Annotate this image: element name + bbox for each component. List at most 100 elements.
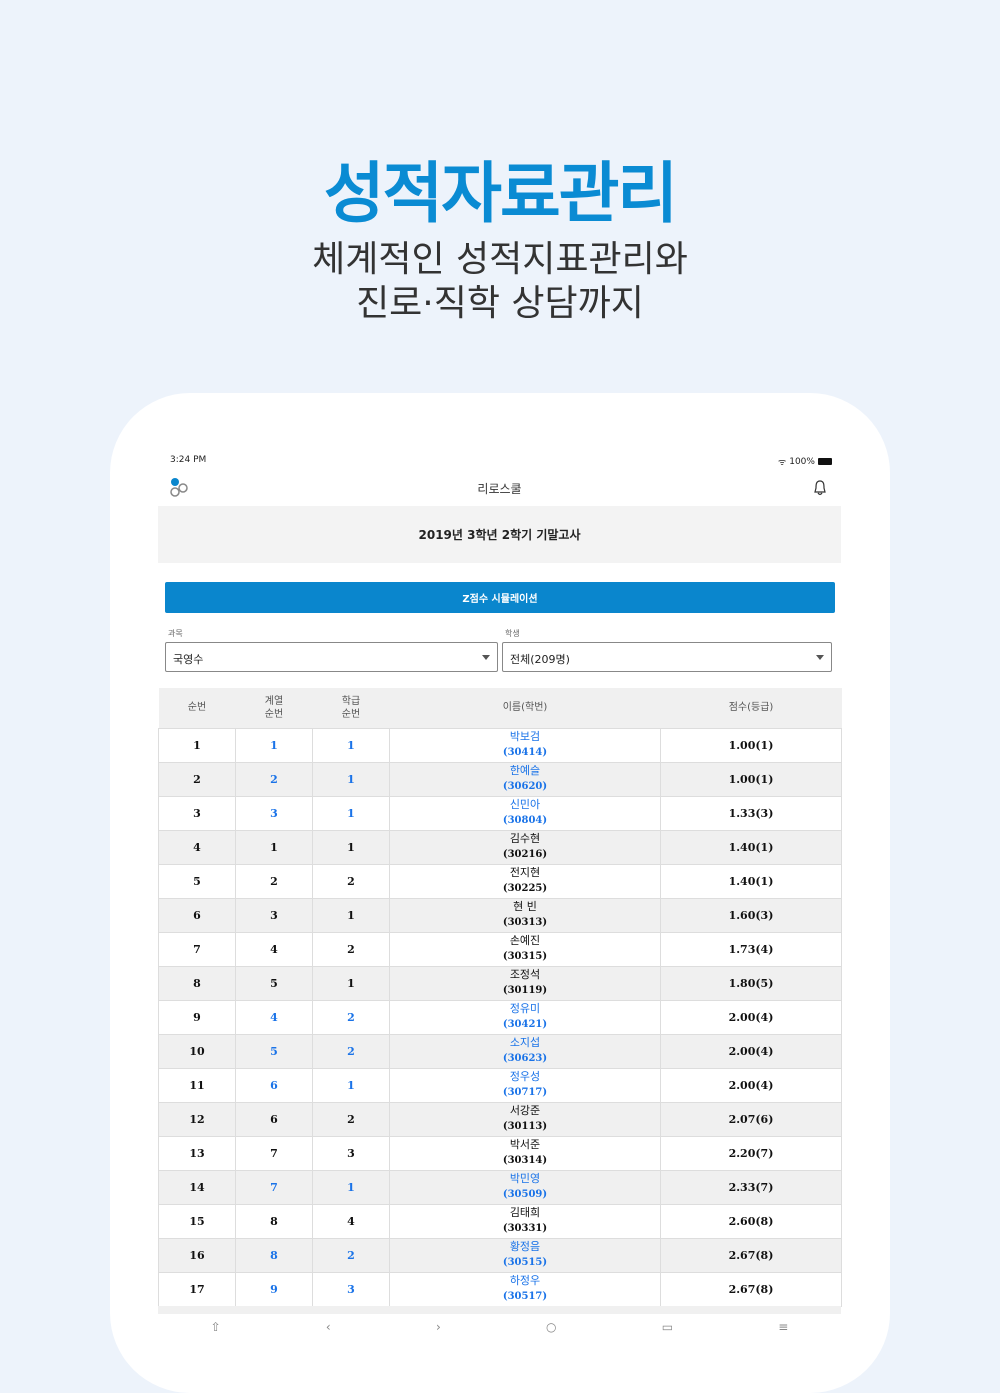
student-select[interactable]: 전체(209명) [502, 642, 832, 672]
student-name-cell[interactable]: 정유미 (30421) [389, 999, 661, 1035]
student-id[interactable]: (30804) [502, 815, 548, 826]
subject-select[interactable]: 국영수 [165, 642, 498, 672]
rank: 8 [158, 965, 236, 1001]
student-name-cell[interactable]: 하정우 (30517) [389, 1271, 661, 1307]
student-name-cell[interactable]: 박민영 (30509) [389, 1169, 661, 1205]
z-score-simulation-button[interactable]: Z점수 시뮬레이션 [165, 582, 835, 613]
hero-subtitle: 체계적인 성적지표관리와 진로·직학 상담까지 [0, 238, 1000, 326]
battery-level: 100% [789, 456, 815, 467]
rank: 11 [158, 1067, 236, 1103]
back-icon[interactable]: ‹ [325, 1320, 331, 1334]
tabs-icon[interactable]: ▭ [661, 1320, 674, 1334]
student-name: 전지현 [509, 866, 541, 879]
track-rank[interactable]: 8 [235, 1237, 313, 1273]
ranking-table: 순번 계열 순번 학급 순번 이름(학번) 점수(등급) 1 1 1 박보검 (30414… [158, 688, 842, 1307]
student-name[interactable]: 신민아 [509, 798, 541, 811]
student-name[interactable]: 소지섭 [509, 1036, 541, 1049]
student-name-cell: 서강준 (30113) [389, 1101, 661, 1137]
subject-value: 국영수 [173, 653, 204, 666]
student-name-cell[interactable]: 한예슬 (30620) [389, 761, 661, 797]
track-rank[interactable]: 9 [235, 1271, 313, 1307]
student-name[interactable]: 박민영 [509, 1172, 541, 1185]
student-id[interactable]: (30717) [502, 1087, 548, 1098]
student-name-cell: 전지현 (30225) [389, 863, 661, 899]
table-row: 1 1 1 박보검 (30414) 1.00(1) [158, 727, 842, 763]
student-name-cell[interactable]: 박보검 (30414) [389, 727, 661, 763]
student-name[interactable]: 황정음 [509, 1240, 541, 1253]
track-rank: 4 [235, 931, 313, 967]
score: 2.00(4) [660, 1033, 842, 1069]
student-id[interactable]: (30414) [502, 747, 548, 758]
rank: 10 [158, 1033, 236, 1069]
track-rank[interactable]: 1 [235, 727, 313, 763]
student-name: 현 빈 [513, 900, 537, 913]
student-name[interactable]: 박보검 [509, 730, 541, 743]
table-row: 14 7 1 박민영 (30509) 2.33(7) [158, 1169, 842, 1205]
score: 1.80(5) [660, 965, 842, 1001]
table-row: 6 3 1 현 빈 (30313) 1.60(3) [158, 897, 842, 933]
student-id[interactable]: (30623) [502, 1053, 548, 1064]
student-id[interactable]: (30517) [502, 1291, 548, 1302]
student-name-cell[interactable]: 정우성 (30717) [389, 1067, 661, 1103]
table-row: 8 5 1 조정석 (30119) 1.80(5) [158, 965, 842, 1001]
class-rank: 1 [312, 897, 390, 933]
bell-icon[interactable] [813, 480, 827, 496]
track-rank[interactable]: 3 [235, 795, 313, 831]
app-title: 리로스쿨 [477, 482, 522, 496]
rank: 16 [158, 1237, 236, 1273]
table-row: 16 8 2 황정음 (30515) 2.67(8) [158, 1237, 842, 1273]
student-name[interactable]: 한예슬 [509, 764, 541, 777]
column-header: 순번 [158, 688, 236, 728]
caret-down-icon [482, 655, 490, 660]
student-name-cell[interactable]: 황정음 (30515) [389, 1237, 661, 1273]
track-rank[interactable]: 4 [235, 999, 313, 1035]
student-name-cell[interactable]: 소지섭 (30623) [389, 1033, 661, 1069]
track-rank[interactable]: 2 [235, 761, 313, 797]
track-rank[interactable]: 5 [235, 1033, 313, 1069]
table-row: 2 2 1 한예슬 (30620) 1.00(1) [158, 761, 842, 797]
student-id: (30216) [502, 849, 548, 860]
class-rank[interactable]: 1 [312, 1169, 390, 1205]
table-row: 7 4 2 손예진 (30315) 1.73(4) [158, 931, 842, 967]
student-name-cell[interactable]: 신민아 (30804) [389, 795, 661, 831]
class-rank[interactable]: 3 [312, 1271, 390, 1307]
hero-title: 성적자료관리 [323, 155, 678, 232]
student-name[interactable]: 정우성 [509, 1070, 541, 1083]
class-rank[interactable]: 1 [312, 795, 390, 831]
share-icon[interactable]: ⇧ [210, 1320, 221, 1334]
student-id[interactable]: (30515) [502, 1257, 548, 1268]
student-id[interactable]: (30509) [502, 1189, 548, 1200]
rank: 13 [158, 1135, 236, 1171]
track-rank[interactable]: 6 [235, 1067, 313, 1103]
track-rank[interactable]: 7 [235, 1169, 313, 1205]
rank: 12 [158, 1101, 236, 1137]
student-name[interactable]: 정유미 [509, 1002, 541, 1015]
student-name-cell: 현 빈 (30313) [389, 897, 661, 933]
forward-icon[interactable]: › [435, 1320, 441, 1334]
app-logo-icon[interactable] [170, 477, 190, 497]
track-rank: 6 [235, 1101, 313, 1137]
score: 1.33(3) [660, 795, 842, 831]
class-rank[interactable]: 2 [312, 1033, 390, 1069]
class-rank[interactable]: 1 [312, 727, 390, 763]
class-rank[interactable]: 1 [312, 1067, 390, 1103]
score: 1.60(3) [660, 897, 842, 933]
student-id[interactable]: (30421) [502, 1019, 548, 1030]
student-name: 김태희 [509, 1206, 541, 1219]
subtitle-line: 체계적인 성적지표관리와 [312, 239, 688, 280]
menu-icon[interactable]: ≡ [778, 1320, 789, 1334]
rank: 7 [158, 931, 236, 967]
rank: 5 [158, 863, 236, 899]
student-name[interactable]: 하정우 [509, 1274, 541, 1287]
score: 1.00(1) [660, 761, 842, 797]
student-id[interactable]: (30620) [502, 781, 548, 792]
track-rank: 1 [235, 829, 313, 865]
student-id: (30113) [502, 1121, 548, 1132]
rank: 1 [158, 727, 236, 763]
table-row: 15 8 4 김태희 (30331) 2.60(8) [158, 1203, 842, 1239]
home-icon[interactable]: ○ [546, 1320, 557, 1334]
class-rank[interactable]: 2 [312, 999, 390, 1035]
class-rank[interactable]: 1 [312, 761, 390, 797]
class-rank[interactable]: 2 [312, 1237, 390, 1273]
table-row: 4 1 1 김수현 (30216) 1.40(1) [158, 829, 842, 865]
